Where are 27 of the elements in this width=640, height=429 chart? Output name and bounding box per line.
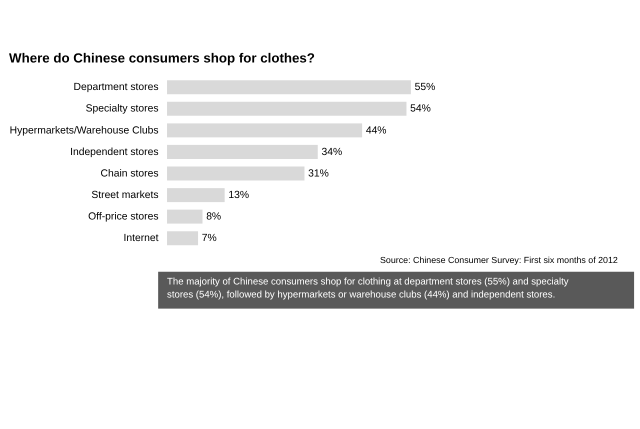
data-label: 31% [308, 168, 329, 180]
bar [167, 166, 304, 181]
y-tick-label: Internet [123, 233, 159, 244]
data-label: 13% [228, 190, 250, 202]
bar [167, 144, 318, 159]
bar [167, 80, 411, 94]
data-label: 34% [321, 146, 342, 158]
data-label: 7% [202, 233, 217, 244]
y-tick-label: Street markets [91, 190, 159, 202]
data-label: 44% [366, 125, 386, 136]
y-tick-label: Chain stores [100, 168, 159, 180]
data-label: 55% [414, 82, 436, 94]
chart-title: Where do Chinese consumers shop for clothes? [9, 50, 315, 66]
y-tick-label: Independent stores [70, 146, 159, 158]
bar [167, 102, 406, 116]
bar [167, 210, 202, 224]
bar [167, 123, 362, 138]
y-tick-label: Off-price stores [88, 212, 159, 223]
y-tick-label: Department stores [74, 82, 159, 94]
bar [167, 188, 225, 202]
data-label: 54% [410, 104, 431, 115]
y-tick-label: Hypermarkets/Warehouse Clubs [10, 125, 159, 136]
y-tick-label: Specialty stores [86, 104, 159, 115]
source-note: Source: Chinese Consumer Survey: First six months of 2012 [380, 254, 618, 265]
bar [167, 231, 198, 246]
data-label: 8% [206, 212, 222, 223]
text: The majority of Chinese consumers shop for clothing at department stores (55%) and specialty stores (54%), followed by hypermarkets or warehouse clubs (44%) and independent stores. [167, 276, 569, 301]
